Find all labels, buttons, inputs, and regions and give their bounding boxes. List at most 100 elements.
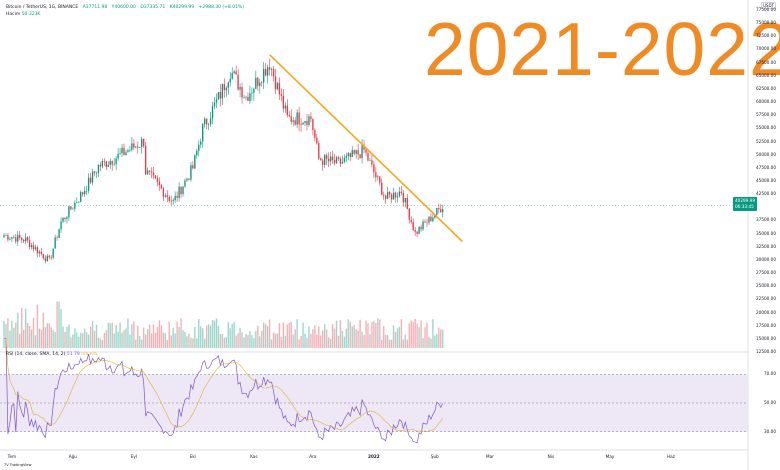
candle-body [394,192,397,198]
price-axis-label: 12500.00 [756,349,776,354]
candle-body [26,237,29,241]
candle-body [137,146,139,148]
volume-bar [74,328,76,348]
candle-body [249,93,251,102]
candle-body [44,258,47,262]
candle-body [217,92,220,100]
volume-bar [28,325,31,348]
volume-bar [107,322,109,348]
volume-bar [296,319,298,348]
volume-bar [219,334,222,348]
price-axis-label: 32500.00 [756,243,776,249]
candle-body [139,146,141,148]
volume-bar [351,326,353,348]
volume-bar [284,335,287,348]
volume-bar [227,322,229,348]
candle-body [188,178,190,180]
candle-body [355,150,357,154]
volume-bar [127,318,129,348]
volume-bar [253,338,255,348]
volume-bar [50,327,52,348]
candle-body [390,194,393,200]
candle-body [408,208,410,220]
volume-bar [115,324,117,348]
candle-body [320,158,322,161]
volume-bar [377,318,379,348]
price-axis[interactable]: 77500.00 75000.00 72500.00 70000.00 67500.00… [748,0,780,470]
candle-body [52,248,54,258]
volume-bar [394,331,397,348]
volume-bar [412,322,414,348]
price-axis-label: 77500.00 [756,7,776,12]
volume-bar [180,318,182,348]
volume-bar [245,334,247,348]
volume-bar [442,329,444,348]
volume-bar [146,329,149,348]
candle-body [28,240,31,248]
candle-body [278,83,281,95]
volume-bar [19,333,21,348]
volume-bar [62,326,64,348]
volume-bar [347,319,349,348]
candle-body [298,112,300,125]
candle-body [207,124,210,125]
candle-body [377,176,379,178]
volume-bar [434,335,436,348]
volume-bar [373,321,375,348]
candle-body [205,118,208,125]
candle-body [9,238,11,240]
volume-bar [225,337,228,348]
candle-body [186,178,188,181]
candle-body [22,239,25,242]
volume-bar [54,331,56,348]
volume-label[interactable]: Hacim [6,12,21,17]
volume-bar [272,332,275,348]
volume-bar [276,333,279,348]
volume-bar [78,336,80,348]
candle-body [192,165,194,169]
rsi-label[interactable]: RSI (14, close, SMA, 14, 2) [6,352,66,357]
volume-bar [404,334,407,348]
legend-symbol[interactable]: Bitcoin / TetherUS, 1G, BINANCE [6,5,79,10]
candle-body [386,192,389,199]
volume-bar [251,335,253,348]
volume-bar [188,333,190,348]
volume-bar [150,333,153,348]
volume-bar [223,337,226,348]
volume-bar [203,338,206,348]
volume-bar [314,325,316,348]
legend-low: D37335.71 [140,5,166,10]
volume-bar [142,327,145,348]
tradingview-logo[interactable]: TV TradingView [4,463,32,467]
candle-body [253,88,255,93]
volume-bar [215,318,218,348]
volume-bar [259,336,261,348]
candle-body [406,198,409,209]
volume-bar [357,330,359,348]
volume-bar [310,333,312,348]
volume-bar [176,321,178,348]
volume-bar [137,325,139,348]
currency-badge[interactable]: USDT [761,2,776,9]
volume-bar [64,331,66,348]
candle-body [392,192,395,200]
volume-bar [38,328,41,348]
candle-body [99,164,102,167]
volume-bar [341,330,344,348]
time-axis-label: 2022 [368,454,380,459]
volume-bar [154,332,157,348]
volume-bar [306,337,308,348]
volume-bar [363,334,365,348]
candle-body [359,154,361,159]
volume-bar [162,332,165,348]
volume-bar [318,326,320,348]
candle-body [74,202,76,209]
candle-body [379,176,381,183]
candle-body [223,84,226,91]
candle-body [64,217,66,219]
rsi-sma-value: n/a n/a [81,352,97,357]
candle-body [80,192,82,202]
candle-body [42,254,45,259]
